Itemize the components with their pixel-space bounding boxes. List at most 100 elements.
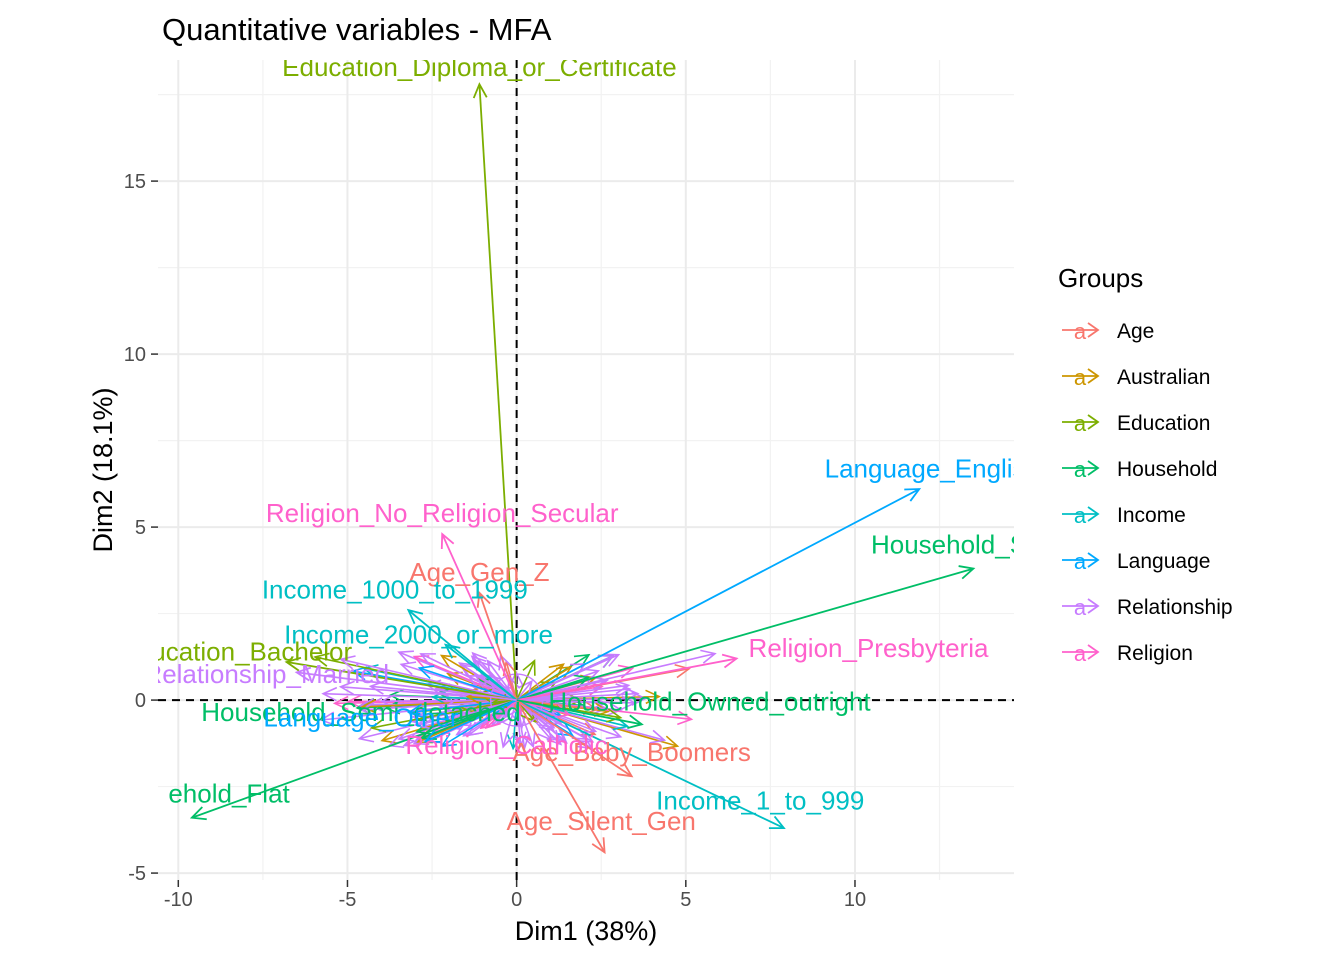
legend-label: Education — [1117, 412, 1210, 435]
cluster-arrow — [419, 653, 517, 701]
legend-label: Australian — [1117, 366, 1210, 389]
variable-label: Income_2000_or_more — [284, 619, 553, 649]
cluster-arrow — [515, 659, 536, 701]
variable-label: Education_Diploma_or_Certificate — [282, 52, 677, 82]
legend-item: a Income — [1062, 503, 1186, 528]
origin-cluster-ring — [489, 673, 544, 727]
legend-title: Groups — [1058, 263, 1143, 293]
legend-key-arrowhead — [1087, 552, 1100, 568]
variable-label: ehold_Flat — [168, 779, 290, 809]
legend-label: Religion — [1117, 642, 1193, 665]
cluster-arrow — [420, 699, 517, 731]
variable-arrow — [189, 699, 517, 821]
legend-item: a Relationship — [1062, 595, 1233, 620]
cluster-arrow — [516, 649, 717, 701]
legend-key-arrowhead — [1087, 506, 1100, 522]
cluster-arrow — [516, 687, 640, 702]
x-axis-title: Dim1 (38%) — [515, 916, 658, 946]
legend-key-arrowhead — [1087, 644, 1100, 660]
cluster-arrow — [516, 695, 637, 710]
legend: Groups a Age a Australian a Education a Househo… — [1058, 263, 1233, 666]
legend-key-glyph: a — [1074, 595, 1087, 620]
variable-labels: Education_Diploma_or_Certificate Language… — [119, 52, 1055, 836]
variable-label: Religion_Presbyteria — [749, 633, 989, 663]
x-tick-label: 10 — [844, 889, 866, 911]
legend-key-glyph: a — [1074, 365, 1087, 390]
variable-arrow — [516, 565, 976, 701]
y-axis-ticks: -5 0 5 10 15 — [124, 171, 158, 885]
variable-label: Age_Baby_Boomers — [512, 737, 750, 767]
y-tick-label: 15 — [124, 171, 146, 193]
legend-items: a Age a Australian a Education a Household a Inco… — [1062, 319, 1233, 666]
legend-key-arrowhead — [1087, 368, 1100, 384]
legend-key-glyph: a — [1074, 503, 1087, 528]
variable-label: Income_1_to_999 — [656, 785, 864, 815]
legend-label: Relationship — [1117, 596, 1233, 619]
legend-key-arrowhead — [1087, 460, 1100, 476]
cluster-arrow — [339, 655, 517, 701]
chart-title: Quantitative variables - MFA — [162, 12, 552, 47]
variable-arrow — [440, 532, 518, 701]
cluster-arrow — [369, 699, 517, 733]
variable-arrow — [516, 653, 739, 701]
legend-key-glyph: a — [1074, 411, 1087, 436]
variable-arrow — [472, 82, 518, 701]
variable-label: Age_Silent_Gen — [507, 806, 696, 836]
variable-label: Household_Semi_detached — [201, 697, 520, 727]
cluster-arrow — [417, 665, 517, 701]
variable-arrow — [484, 699, 518, 730]
variable-label: Income_1000_to_1999 — [262, 574, 528, 604]
legend-item: a Age — [1062, 319, 1154, 344]
variable-arrow — [423, 699, 518, 743]
variable-arrow — [516, 699, 644, 730]
variable-arrow — [443, 643, 518, 701]
variable-arrows — [189, 82, 976, 855]
grid-lines — [158, 60, 1014, 880]
y-tick-label: 0 — [135, 690, 146, 712]
variable-label: Household_Owned_outright — [548, 686, 871, 716]
variable-arrow — [284, 656, 517, 701]
variable-arrow — [294, 666, 517, 701]
variable-label: Household_Sta — [871, 529, 1049, 559]
variable-arrow — [516, 699, 786, 830]
variable-arrow — [476, 590, 518, 701]
legend-item: a Education — [1062, 411, 1210, 436]
legend-label: Income — [1117, 504, 1186, 527]
variable-label: Relationship_Married — [143, 659, 389, 689]
x-axis-ticks: -10 -5 0 5 10 — [164, 880, 866, 911]
legend-label: Language — [1117, 550, 1210, 573]
legend-item: a Religion — [1062, 641, 1193, 666]
y-tick-label: 10 — [124, 344, 146, 366]
legend-label: Household — [1117, 458, 1217, 481]
variable-label: Religion_No_Religion_Secular — [266, 498, 619, 528]
variable-label: Age_Gen_Z — [409, 557, 549, 587]
variable-label: Language_Other — [263, 702, 459, 732]
x-tick-label: 5 — [680, 889, 691, 911]
y-tick-label: 5 — [135, 517, 146, 539]
x-tick-label: 0 — [511, 889, 522, 911]
legend-label: Age — [1117, 320, 1154, 343]
legend-key-arrowhead — [1087, 322, 1100, 338]
legend-key-arrowhead — [1087, 414, 1100, 430]
legend-item: a Household — [1062, 457, 1217, 482]
variable-arrow — [516, 699, 634, 778]
y-axis-title: Dim2 (18.1%) — [88, 387, 118, 552]
variable-label: Language_English_ — [825, 453, 1055, 483]
x-tick-label: -10 — [164, 889, 193, 911]
legend-key-glyph: a — [1074, 641, 1087, 666]
variable-arrow — [515, 699, 606, 855]
variable-label: Education_Bachelor — [119, 637, 352, 667]
variable-arrow — [516, 488, 922, 701]
reference-lines — [158, 60, 1014, 880]
legend-key-glyph: a — [1074, 549, 1087, 574]
legend-key-glyph: a — [1074, 457, 1087, 482]
legend-key-arrowhead — [1087, 598, 1100, 614]
x-tick-label: -5 — [339, 889, 357, 911]
y-tick-label: -5 — [128, 863, 146, 885]
cluster-arrow — [440, 699, 518, 748]
variable-label: Religion_Catholic — [405, 730, 607, 760]
legend-key-glyph: a — [1074, 319, 1087, 344]
legend-item: a Australian — [1062, 365, 1210, 390]
